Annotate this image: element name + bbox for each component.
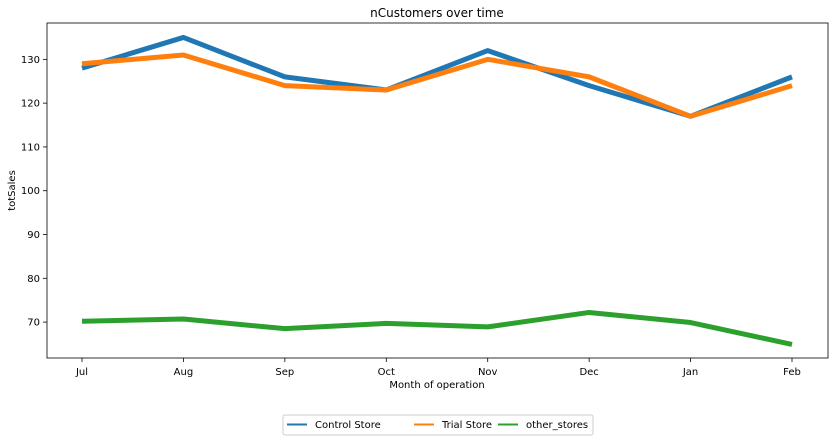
y-tick-label: 110 [21, 142, 40, 153]
y-tick-label: 100 [21, 186, 40, 197]
chart-title: nCustomers over time [370, 6, 504, 20]
x-tick-label: Aug [174, 367, 194, 378]
legend-label: other_stores [526, 420, 588, 431]
x-tick-label: Dec [579, 367, 598, 378]
y-tick-label: 130 [21, 55, 40, 66]
legend-label: Trial Store [441, 420, 492, 431]
legend-frame [282, 414, 594, 436]
x-tick-label: Sep [275, 367, 294, 378]
x-axis: Jul Aug Sep Oct Nov Dec Jan Feb [75, 358, 801, 378]
legend-label: Control Store [315, 420, 381, 431]
y-axis-label: totSales [7, 170, 18, 211]
y-tick-label: 80 [27, 274, 40, 285]
series-line-other-stores [81, 309, 793, 347]
y-axis: 70 80 90 100 110 120 130 [21, 55, 47, 329]
x-axis-label: Month of operation [389, 380, 484, 391]
y-tick-label: 90 [27, 230, 40, 241]
x-tick-label: Feb [783, 367, 801, 378]
x-tick-label: Jul [75, 367, 88, 378]
legend: Control Store Trial Store other_stores [282, 414, 594, 436]
y-tick-label: 70 [27, 318, 40, 329]
series-lines [81, 34, 793, 347]
series-line-trial-store [81, 52, 793, 119]
x-tick-label: Nov [478, 367, 498, 378]
y-tick-label: 120 [21, 99, 40, 110]
x-tick-label: Oct [378, 367, 395, 378]
x-tick-label: Jan [682, 367, 698, 378]
